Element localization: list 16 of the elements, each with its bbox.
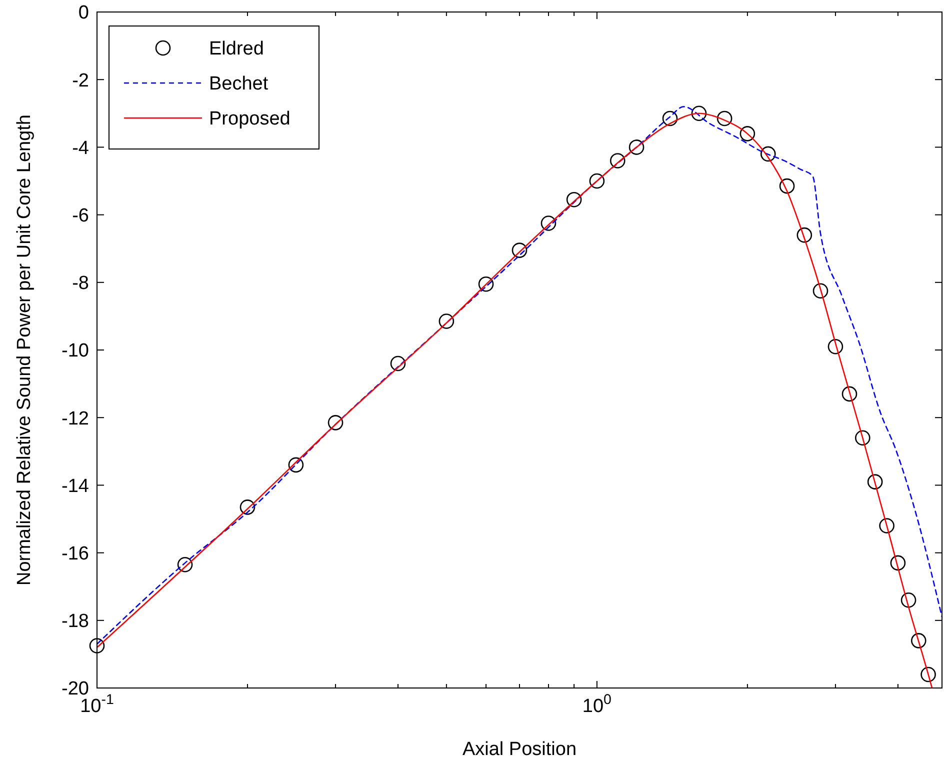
- legend-label: Eldred: [209, 38, 264, 60]
- legend-label: Bechet: [209, 74, 269, 95]
- x-tick-label: 10$^{0}$: [582, 692, 612, 717]
- y-tick-label: -18: [62, 611, 89, 632]
- y-tick-label: -6: [72, 205, 89, 226]
- y-tick-label: -10: [62, 340, 89, 362]
- y-tick-label: -16: [62, 543, 89, 564]
- legend-label: Proposed: [209, 108, 290, 130]
- y-tick-label: -14: [62, 476, 90, 497]
- y-tick-label: -12: [62, 408, 89, 430]
- y-tick-label: -4: [72, 138, 90, 159]
- x-axis-title: Axial Position: [462, 739, 577, 760]
- y-tick-label: -8: [72, 273, 89, 294]
- y-tick-label: -2: [72, 70, 89, 92]
- y-tick-label: 0: [78, 2, 89, 24]
- y-axis-title: Normalized Relative Sound Power per Unit Core Length: [14, 114, 35, 586]
